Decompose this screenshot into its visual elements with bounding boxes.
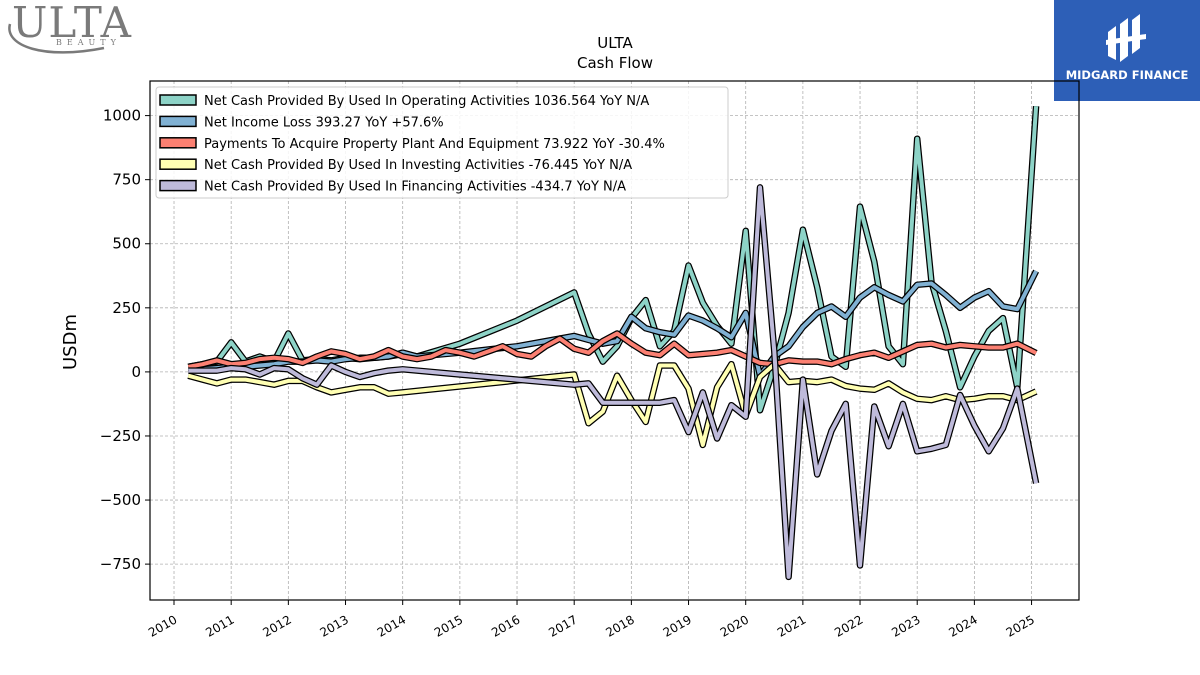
legend-label: Net Cash Provided By Used In Investing A… bbox=[204, 158, 632, 173]
x-tick-label: 2018 bbox=[603, 612, 636, 639]
ulta-logo-text: ULTA bbox=[12, 0, 132, 47]
series-line-5 bbox=[188, 185, 1039, 579]
midgard-finance-logo: MIDGARD FINANCE bbox=[1054, 0, 1200, 101]
chart-title: ULTA bbox=[597, 34, 633, 52]
series-lines bbox=[187, 105, 1040, 581]
x-tick-label: 2013 bbox=[318, 612, 351, 639]
ulta-beauty-logo: ULTA BEAUTY bbox=[4, 0, 136, 58]
legend-box bbox=[155, 86, 729, 199]
x-tick-label: 2025 bbox=[1004, 612, 1037, 639]
x-tick-label: 2020 bbox=[718, 612, 751, 639]
legend-swatch bbox=[159, 179, 197, 192]
legend-swatch bbox=[159, 115, 197, 128]
legend-swatch bbox=[159, 158, 197, 170]
y-tick-label: 750 bbox=[112, 171, 141, 189]
y-tick-label: 500 bbox=[112, 235, 141, 253]
x-tick-label: 2012 bbox=[260, 612, 293, 639]
ulta-swoosh-icon bbox=[8, 23, 105, 54]
legend-label: Net Cash Provided By Used In Operating A… bbox=[204, 94, 649, 109]
ulta-logo-subtext: BEAUTY bbox=[56, 38, 121, 47]
x-tick-label: 2011 bbox=[203, 612, 236, 639]
x-tick-label: 2019 bbox=[661, 612, 694, 639]
x-tick-label: 2022 bbox=[832, 612, 865, 639]
x-tick-label: 2021 bbox=[775, 612, 808, 639]
legend-swatch bbox=[159, 94, 197, 106]
x-tick-label: 2014 bbox=[375, 612, 408, 639]
y-axis-ticks: −750 −500 −250 0 250 500 750 1000 bbox=[100, 107, 150, 573]
midgard-logo-text: MIDGARD FINANCE bbox=[1065, 68, 1189, 82]
legend-label: Net Income Loss 393.27 YoY +57.6% bbox=[204, 115, 444, 130]
y-tick-label: 0 bbox=[131, 363, 141, 381]
legend-swatch bbox=[159, 137, 197, 149]
y-tick-label: 250 bbox=[112, 299, 141, 317]
x-tick-label: 2023 bbox=[889, 612, 922, 639]
y-tick-label: −250 bbox=[100, 427, 141, 445]
plot-frame bbox=[149, 80, 1080, 601]
x-tick-label: 2016 bbox=[489, 612, 522, 639]
legend-label: Net Cash Provided By Used In Financing A… bbox=[204, 180, 626, 195]
y-tick-label: 1000 bbox=[103, 107, 141, 125]
legend-label: Payments To Acquire Property Plant And E… bbox=[204, 137, 665, 152]
midgard-mark-icon bbox=[1106, 14, 1146, 62]
x-tick-label: 2015 bbox=[432, 612, 465, 639]
x-tick-label: 2017 bbox=[546, 612, 579, 639]
series-line-3 bbox=[187, 331, 1037, 369]
y-axis-label: USDm bbox=[60, 314, 81, 370]
x-tick-label: 2010 bbox=[146, 612, 179, 639]
x-tick-label: 2024 bbox=[946, 612, 979, 639]
chart-legend: Net Cash Provided By Used In Operating A… bbox=[155, 86, 729, 199]
x-axis-ticks: 2010 2011 2012 2013 2014 2015 2016 2017 2018 2019… bbox=[146, 600, 1037, 640]
y-tick-label: −500 bbox=[100, 491, 141, 509]
chart-subtitle: Cash Flow bbox=[577, 54, 653, 72]
y-tick-label: −750 bbox=[100, 555, 141, 573]
